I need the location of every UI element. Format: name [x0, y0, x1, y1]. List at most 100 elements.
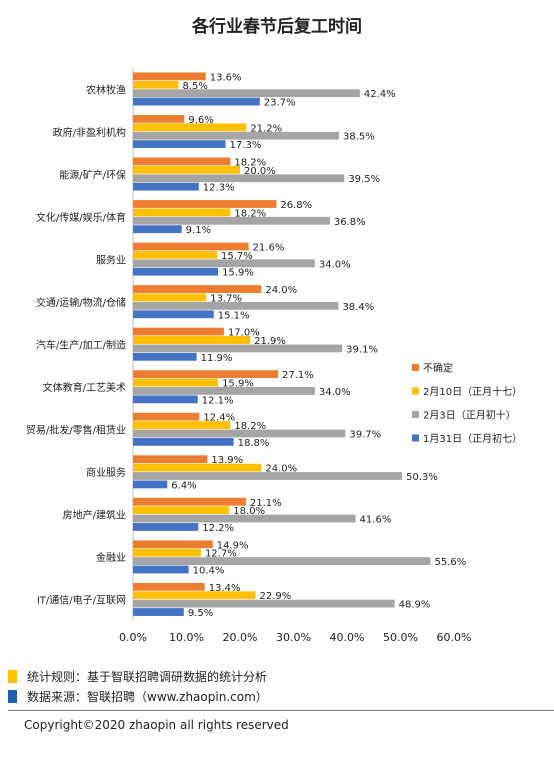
data-label: 38.4% — [342, 302, 374, 313]
data-label: 17.3% — [230, 140, 262, 151]
data-label: 50.3% — [406, 472, 438, 483]
bar — [133, 200, 277, 208]
category-label: 能源/矿产/环保 — [59, 168, 126, 181]
data-label: 34.0% — [319, 387, 351, 398]
category-label: 商业服务 — [86, 466, 126, 479]
data-label: 21.1% — [250, 498, 282, 509]
bar — [133, 89, 360, 98]
data-label: 13.9% — [211, 455, 243, 466]
data-label: 18.8% — [238, 438, 270, 449]
data-label: 34.0% — [319, 259, 351, 270]
legend-label: 2月3日（正月初十） — [423, 409, 516, 422]
bar — [133, 80, 179, 89]
category-label: 文体教育/工艺美术 — [43, 381, 126, 394]
bar — [133, 412, 200, 421]
bar — [133, 497, 246, 506]
data-label: 11.9% — [201, 353, 233, 364]
bar — [133, 216, 330, 225]
bar — [133, 285, 262, 293]
category-label: 房地产/建筑业 — [63, 509, 126, 522]
legend-label: 不确定 — [423, 362, 453, 375]
bar — [133, 182, 199, 191]
bar — [133, 165, 240, 174]
x-tick-label: 20.0% — [223, 631, 258, 644]
bar — [133, 225, 182, 234]
x-tick-label: 50.0% — [383, 631, 418, 644]
data-label: 23.7% — [264, 98, 296, 109]
chart-title: 各行业春节后复工时间 — [192, 17, 362, 37]
category-label: 文化/传媒/娱乐/体育 — [36, 211, 126, 224]
bar — [133, 455, 208, 464]
data-source-note: 数据来源：智联招聘（www.zhaopin.com） — [8, 688, 268, 705]
category-label: 贸易/批发/零售/租赁业 — [26, 424, 126, 437]
stat-rule-label: 统计规则：基于智联招聘调研数据的统计分析 — [27, 670, 268, 684]
data-label: 6.4% — [171, 480, 196, 491]
data-label: 18.2% — [234, 157, 266, 168]
footer-divider — [8, 710, 554, 711]
bar — [133, 506, 230, 515]
bar — [133, 140, 226, 149]
bar — [133, 352, 197, 361]
data-label: 24.0% — [265, 285, 297, 296]
bar — [133, 387, 315, 395]
category-label: 汽车/生产/加工/制造 — [36, 339, 126, 352]
bar — [133, 548, 201, 557]
x-tick-label: 30.0% — [276, 631, 311, 644]
bar — [133, 514, 356, 523]
bar — [133, 72, 206, 81]
category-label: 金融业 — [96, 551, 126, 564]
bar — [133, 267, 219, 276]
data-label: 13.4% — [209, 583, 241, 594]
data-label: 12.2% — [202, 523, 234, 534]
category-label: 政府/非盈利机构 — [53, 126, 126, 139]
bar — [133, 437, 234, 446]
data-label: 17.0% — [228, 328, 260, 339]
data-source-swatch — [8, 690, 17, 703]
data-label: 14.9% — [217, 540, 249, 551]
data-label: 20.0% — [244, 166, 276, 177]
data-label: 12.1% — [202, 395, 234, 406]
bar — [133, 242, 249, 251]
data-label: 12.7% — [205, 549, 237, 560]
data-label: 39.7% — [349, 429, 381, 440]
data-label: 55.6% — [434, 557, 466, 568]
bar — [133, 123, 247, 132]
data-label: 13.6% — [210, 72, 242, 83]
data-label: 22.9% — [260, 591, 292, 602]
data-label: 24.0% — [265, 464, 297, 475]
bar — [133, 131, 339, 140]
bar — [133, 336, 251, 344]
bar — [133, 370, 278, 379]
bar — [133, 344, 343, 353]
bar — [133, 557, 431, 565]
category-label: 交通/运输/物流/仓储 — [36, 296, 126, 309]
x-tick-label: 10.0% — [169, 631, 204, 644]
bar — [133, 208, 231, 217]
data-label: 9.1% — [186, 225, 211, 236]
bar — [133, 378, 219, 387]
bar — [133, 429, 346, 438]
stat-rule-swatch — [8, 670, 17, 683]
legend-swatch — [412, 434, 419, 442]
data-label: 48.9% — [399, 600, 431, 611]
data-label: 18.2% — [234, 421, 266, 432]
data-label: 27.1% — [282, 370, 314, 381]
bar — [133, 599, 395, 608]
bar — [133, 97, 260, 106]
legend-swatch — [412, 411, 419, 418]
data-label: 42.4% — [364, 89, 396, 100]
data-label: 21.6% — [253, 243, 285, 254]
stat-rule-note: 统计规则：基于智联招聘调研数据的统计分析 — [8, 668, 267, 685]
data-label: 39.1% — [346, 344, 378, 355]
legend-swatch — [412, 364, 419, 371]
copyright: Copyright©2020 zhaopin all rights reserv… — [24, 718, 289, 732]
data-label: 15.9% — [222, 268, 254, 279]
data-label: 26.8% — [280, 200, 312, 211]
bar — [133, 301, 339, 310]
data-label: 8.5% — [182, 81, 207, 92]
bar — [133, 174, 345, 183]
bar — [133, 608, 184, 616]
data-label: 13.7% — [210, 293, 242, 304]
legend-label: 1月31日（正月初七） — [423, 432, 522, 445]
data-label: 36.8% — [334, 217, 366, 228]
